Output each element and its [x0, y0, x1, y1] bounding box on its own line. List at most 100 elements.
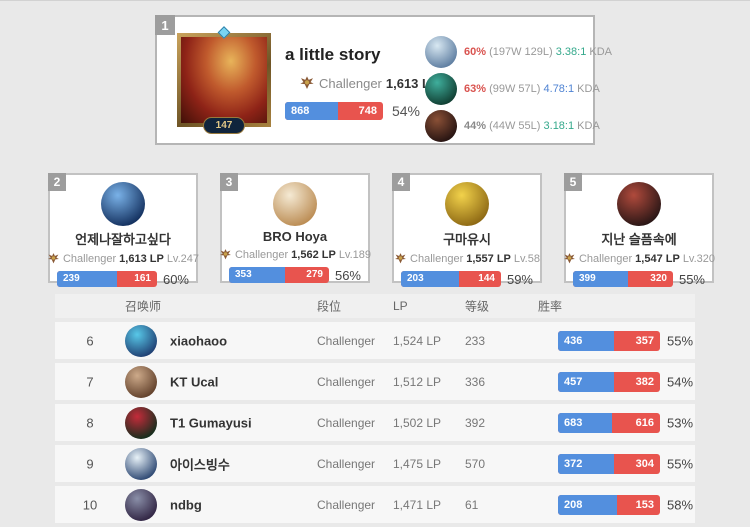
player-name[interactable]: a little story — [285, 45, 381, 64]
win-bar-segment — [401, 271, 460, 287]
tier-label: Challenger — [319, 75, 382, 91]
tier-label: Challenger — [317, 415, 376, 430]
rank-card[interactable]: 5 지난 슬픔속에 Challenger 1,547 LP Lv.320 399… — [564, 173, 716, 287]
champion-winrate: 63% — [464, 83, 487, 95]
header-level: 等级 — [465, 299, 490, 314]
level-label: Lv.320 — [682, 252, 716, 265]
champion-stats-list: 60% (197W 129L) 3.38:1 KDA 63% (99W 57L)… — [425, 36, 612, 147]
player-name[interactable]: T1 Gumayusi — [170, 415, 252, 430]
win-loss-bar: 372 304 — [558, 453, 660, 474]
level-value: 233 — [465, 333, 486, 348]
header-lp: LP — [393, 299, 408, 313]
champion-stat-row[interactable]: 44% (44W 55L) 3.18:1 KDA — [425, 110, 612, 142]
losses-count: 144 — [478, 273, 495, 284]
challenger-crest-icon — [564, 253, 575, 264]
top-player-card[interactable]: 1 147 a little story Challenger 1,613 LP… — [155, 15, 612, 145]
lp-value: 1,547 LP — [635, 252, 680, 265]
rank-badge: 3 — [220, 173, 238, 191]
losses-count: 748 — [358, 105, 377, 117]
summoner-portrait — [181, 37, 267, 123]
win-bar-segment — [558, 453, 615, 474]
player-avatar — [101, 182, 145, 226]
lp-value: 1,512 LP — [393, 374, 442, 389]
losses-count: 616 — [635, 416, 654, 429]
table-row[interactable]: 6 xiaohaoo Challenger 1,524 LP 233 436 3… — [55, 322, 695, 359]
win-bar-segment — [558, 330, 615, 351]
tier-label: Challenger — [317, 333, 376, 348]
win-loss-bar: 239 161 — [57, 271, 157, 287]
lp-value: 1,471 LP — [393, 497, 442, 512]
tier-label: Challenger — [317, 456, 376, 471]
lp-value: 1,562 LP — [291, 248, 336, 261]
player-avatar — [617, 182, 661, 226]
champion-icon — [425, 36, 457, 68]
level-value: 392 — [465, 415, 486, 430]
win-bar-segment — [558, 494, 617, 515]
lp-value: 1,475 LP — [393, 456, 442, 471]
row-rank: 7 — [86, 374, 94, 389]
rank-badge: 2 — [48, 173, 66, 191]
rank-card[interactable]: 3 BRO Hoya Challenger 1,562 LP Lv.189 35… — [220, 173, 372, 283]
player-name[interactable]: 언제나잘하고싶다 — [75, 232, 171, 247]
wins-count: 239 — [63, 273, 80, 284]
rank-card[interactable]: 2 언제나잘하고싶다 Challenger 1,613 LP Lv.247 23… — [48, 173, 200, 287]
win-loss-bar: 868 748 — [285, 102, 383, 120]
row-rank: 6 — [86, 333, 94, 348]
losses-count: 382 — [635, 375, 654, 388]
table-row[interactable]: 7 KT Ucal Challenger 1,512 LP 336 457 38… — [55, 363, 695, 400]
winrate-text: 60% — [162, 271, 189, 287]
player-name[interactable]: BRO Hoya — [262, 229, 328, 244]
player-name[interactable]: ndbg — [170, 497, 202, 512]
win-bar-segment — [573, 271, 629, 287]
header-summoner: 召唤师 — [125, 299, 162, 314]
wins-count: 353 — [235, 269, 252, 280]
lp-value: 1,502 LP — [393, 415, 442, 430]
player-name[interactable]: KT Ucal — [170, 374, 219, 389]
player-avatar — [445, 182, 489, 226]
player-avatar — [125, 488, 157, 521]
kda-label: KDA — [577, 83, 600, 95]
player-name[interactable]: 구마유시 — [443, 232, 491, 247]
winrate-text: 54% — [667, 374, 694, 389]
row-rank: 10 — [82, 497, 98, 512]
player-name[interactable]: xiaohaoo — [170, 333, 228, 348]
win-loss-bar: 203 144 — [401, 271, 501, 287]
champion-stat-row[interactable]: 63% (99W 57L) 4.78:1 KDA — [425, 73, 612, 105]
tier-label: Challenger — [317, 497, 376, 512]
tier-label: Challenger — [578, 252, 633, 265]
level-label: Lv.247 — [166, 252, 200, 265]
champion-stat-row[interactable]: 60% (197W 129L) 3.38:1 KDA — [425, 36, 612, 68]
table-header: 召唤师 段位 LP 等级 胜率 — [55, 294, 695, 318]
player-avatar — [273, 182, 317, 226]
wins-count: 399 — [579, 273, 596, 284]
player-avatar — [125, 365, 157, 398]
champion-kda-ratio: 3.38:1 — [555, 46, 587, 58]
champion-winrate: 44% — [464, 120, 487, 132]
win-loss-bar: 457 382 — [558, 371, 660, 392]
lp-value: 1,557 LP — [466, 252, 511, 265]
losses-count: 320 — [650, 273, 667, 284]
level-value: 570 — [465, 456, 486, 471]
winrate-text: 55% — [678, 271, 705, 287]
champion-record: (44W 55L) — [489, 120, 541, 132]
level-value: 61 — [465, 497, 479, 512]
table-row[interactable]: 10 ndbg Challenger 1,471 LP 61 208 153 5… — [55, 486, 695, 523]
level-value: 336 — [465, 374, 486, 389]
rank-card[interactable]: 4 구마유시 Challenger 1,557 LP Lv.58 203 144… — [392, 173, 542, 287]
win-loss-bar: 353 279 — [229, 267, 329, 283]
summoner-portrait-frame: 147 — [177, 26, 271, 134]
challenger-crest-icon — [48, 253, 59, 264]
lp-value: 1,613 LP — [119, 252, 164, 265]
player-name[interactable]: 지난 슬픔속에 — [601, 232, 677, 247]
player-name[interactable]: 아이스빙수 — [170, 457, 230, 472]
champion-winrate: 60% — [464, 46, 487, 58]
losses-count: 279 — [306, 269, 323, 280]
level-label: Lv.189 — [338, 248, 372, 261]
losses-count: 161 — [134, 273, 151, 284]
table-row[interactable]: 8 T1 Gumayusi Challenger 1,502 LP 392 68… — [55, 404, 695, 441]
tier-label: Challenger — [234, 248, 289, 261]
champion-kda-ratio: 3.18:1 — [543, 120, 575, 132]
summoner-level-badge: 147 — [203, 117, 245, 134]
table-row[interactable]: 9 아이스빙수 Challenger 1,475 LP 570 372 304 … — [55, 445, 695, 482]
win-bar-segment — [229, 267, 285, 283]
